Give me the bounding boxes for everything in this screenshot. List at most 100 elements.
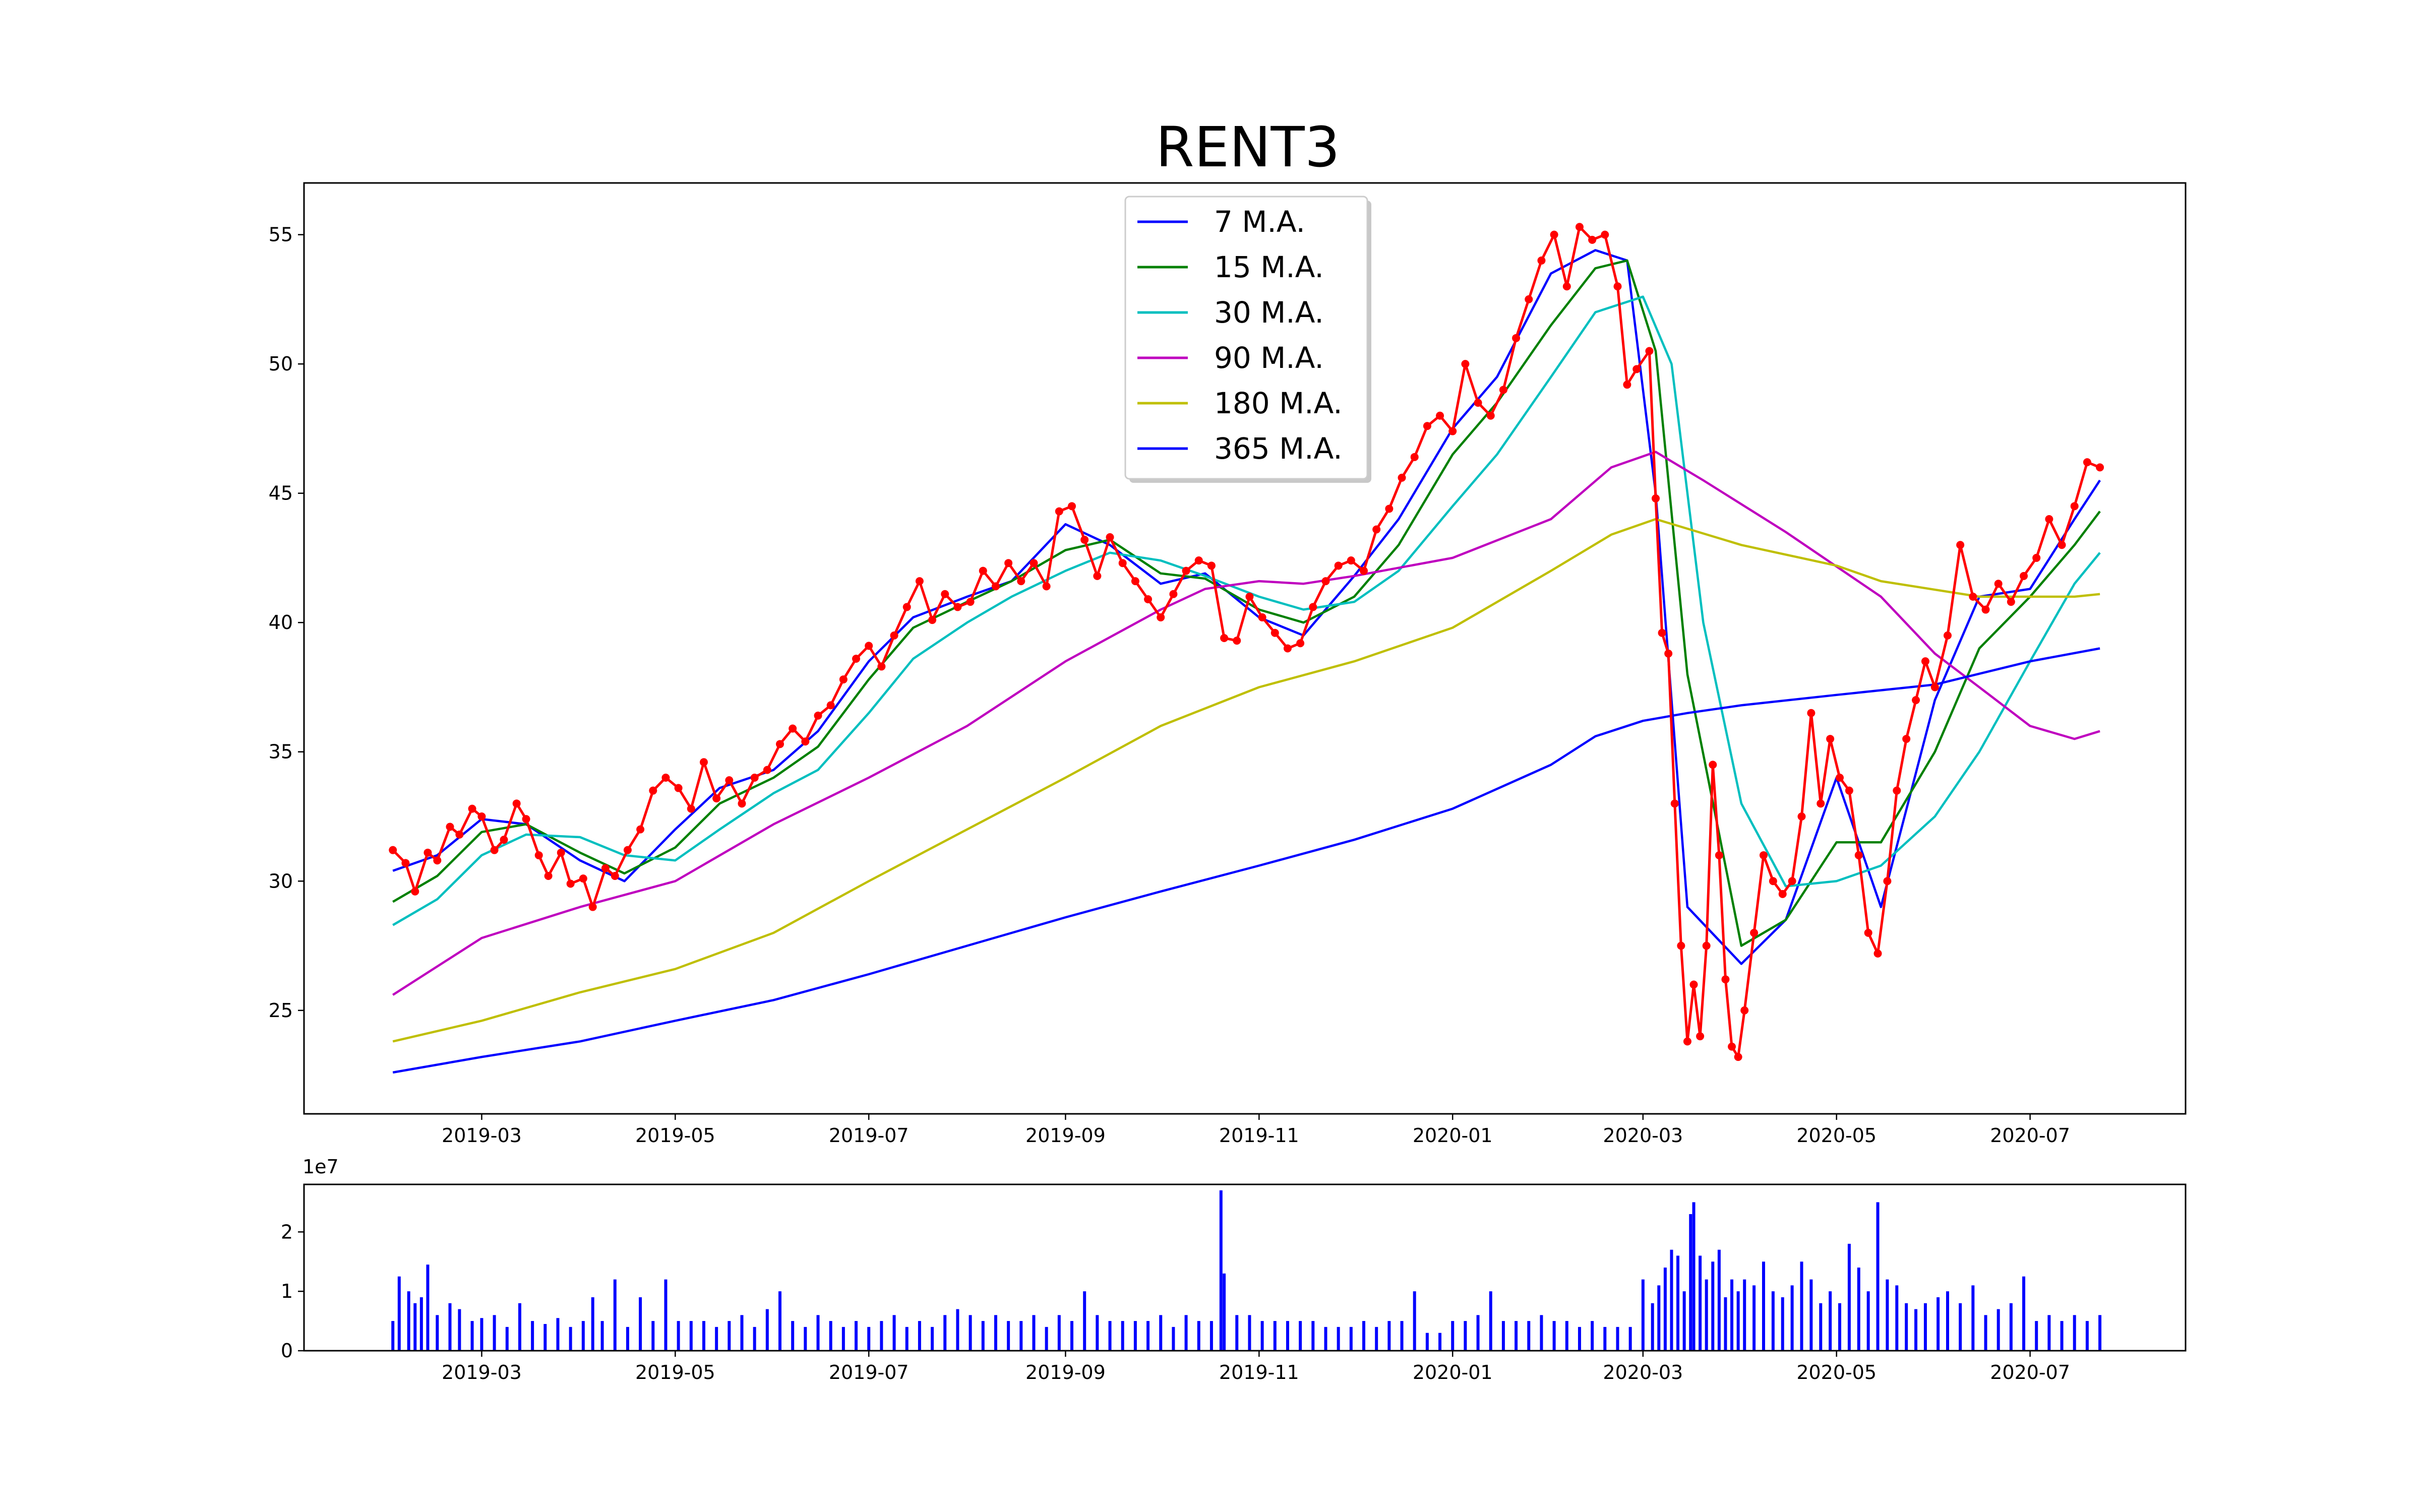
volume-bar: [1311, 1321, 1315, 1351]
volume-bar: [753, 1327, 756, 1351]
price-point: [1157, 613, 1165, 621]
price-point: [966, 598, 975, 606]
price-point: [433, 856, 442, 865]
price-point: [699, 758, 708, 767]
volume-bar: [728, 1321, 731, 1351]
volume-bar: [1515, 1321, 1518, 1351]
price-point: [1131, 577, 1139, 586]
volume-bar: [1771, 1291, 1775, 1351]
price-point: [1623, 381, 1631, 389]
price-point: [2007, 598, 2015, 606]
x-tick-label: 2019-05: [635, 1124, 715, 1147]
price-point: [1883, 877, 1892, 886]
volume-bar: [1133, 1321, 1137, 1351]
price-point: [1759, 851, 1768, 859]
price-point: [1864, 928, 1872, 937]
x-tick-label: 2019-07: [829, 1361, 909, 1383]
volume-bar: [1829, 1291, 1832, 1351]
price-point: [738, 799, 746, 808]
price-point: [579, 874, 587, 883]
volume-bar: [2073, 1315, 2076, 1351]
x-tick-label: 2019-11: [1219, 1361, 1299, 1383]
volume-bar: [505, 1327, 509, 1351]
volume-bar: [1489, 1291, 1492, 1351]
price-point: [1499, 386, 1507, 394]
y-tick-label: 30: [269, 870, 293, 892]
series-line-365-m-a: [392, 647, 2100, 1074]
price-point: [1613, 282, 1622, 291]
volume-bar: [715, 1327, 718, 1351]
price-point: [1321, 577, 1330, 586]
volume-bar: [1959, 1303, 1962, 1351]
price-point: [455, 830, 464, 839]
price-point: [1930, 683, 1939, 691]
price-point: [623, 846, 632, 854]
volume-bar: [841, 1327, 845, 1351]
volume-bar: [1886, 1279, 1889, 1351]
volume-bar: [1527, 1321, 1531, 1351]
volume-bar: [448, 1303, 452, 1351]
price-point: [1689, 980, 1698, 989]
volume-bar: [1736, 1291, 1740, 1351]
price-point: [674, 784, 683, 792]
price-point: [1788, 877, 1796, 886]
price-point: [1296, 639, 1305, 648]
volume-bar: [1324, 1327, 1327, 1351]
price-point: [1645, 347, 1654, 355]
volume-bar: [1172, 1327, 1175, 1351]
volume-bar: [1682, 1291, 1686, 1351]
volume-bar: [1971, 1285, 1975, 1351]
price-point: [1042, 582, 1051, 591]
volume-bar: [867, 1327, 871, 1351]
price-point: [649, 786, 657, 795]
volume-bar: [994, 1315, 997, 1351]
price-point: [1873, 949, 1882, 958]
y-tick-label: 35: [269, 741, 293, 763]
volume-bar: [1219, 1190, 1223, 1351]
price-point: [1486, 411, 1495, 420]
price-point: [1664, 649, 1673, 658]
price-point: [687, 804, 695, 813]
volume-bar: [543, 1324, 547, 1351]
legend-label: 180 M.A.: [1214, 386, 1343, 420]
volume-bar: [1121, 1321, 1124, 1351]
volume-bar: [956, 1309, 959, 1351]
volume-bar: [1248, 1315, 1251, 1351]
volume-bar: [1752, 1285, 1756, 1351]
price-point: [1562, 282, 1571, 291]
price-point: [1912, 696, 1920, 705]
volume-bar: [518, 1303, 521, 1351]
volume-bar: [981, 1321, 985, 1351]
x-tick-label: 2019-05: [635, 1361, 715, 1383]
price-point: [1309, 603, 1317, 611]
price-point: [1334, 561, 1343, 570]
volume-bar: [1838, 1303, 1842, 1351]
volume-bar: [1857, 1268, 1860, 1351]
volume-bar: [1819, 1303, 1823, 1351]
price-point: [1360, 566, 1368, 575]
volume-bar: [1565, 1321, 1568, 1351]
price-point: [544, 871, 553, 880]
price-point: [1512, 334, 1521, 342]
volume-bar: [1108, 1321, 1112, 1351]
volume-bar: [740, 1315, 744, 1351]
price-point: [763, 766, 771, 774]
legend-item: 15 M.A.: [1137, 250, 1324, 284]
price-point: [877, 662, 886, 671]
price-point: [557, 848, 565, 857]
x-tick-label: 2020-05: [1796, 1361, 1877, 1383]
legend: 7 M.A. 15 M.A. 30 M.A. 90 M.A. 180 M.A. 365 M…: [1124, 196, 1371, 483]
price-point: [1588, 235, 1597, 244]
price-point: [1410, 453, 1419, 461]
price-point: [2058, 541, 2066, 549]
volume-bar: [816, 1315, 820, 1351]
series-line-90-m-a: [392, 451, 2100, 996]
price-point: [424, 848, 432, 857]
volume-bar: [1096, 1315, 1099, 1351]
volume-axes-frame: [303, 1183, 2187, 1352]
volume-bar: [905, 1327, 909, 1351]
volume-bar: [1730, 1279, 1734, 1351]
price-point: [1474, 399, 1482, 407]
price-point: [1750, 928, 1759, 937]
